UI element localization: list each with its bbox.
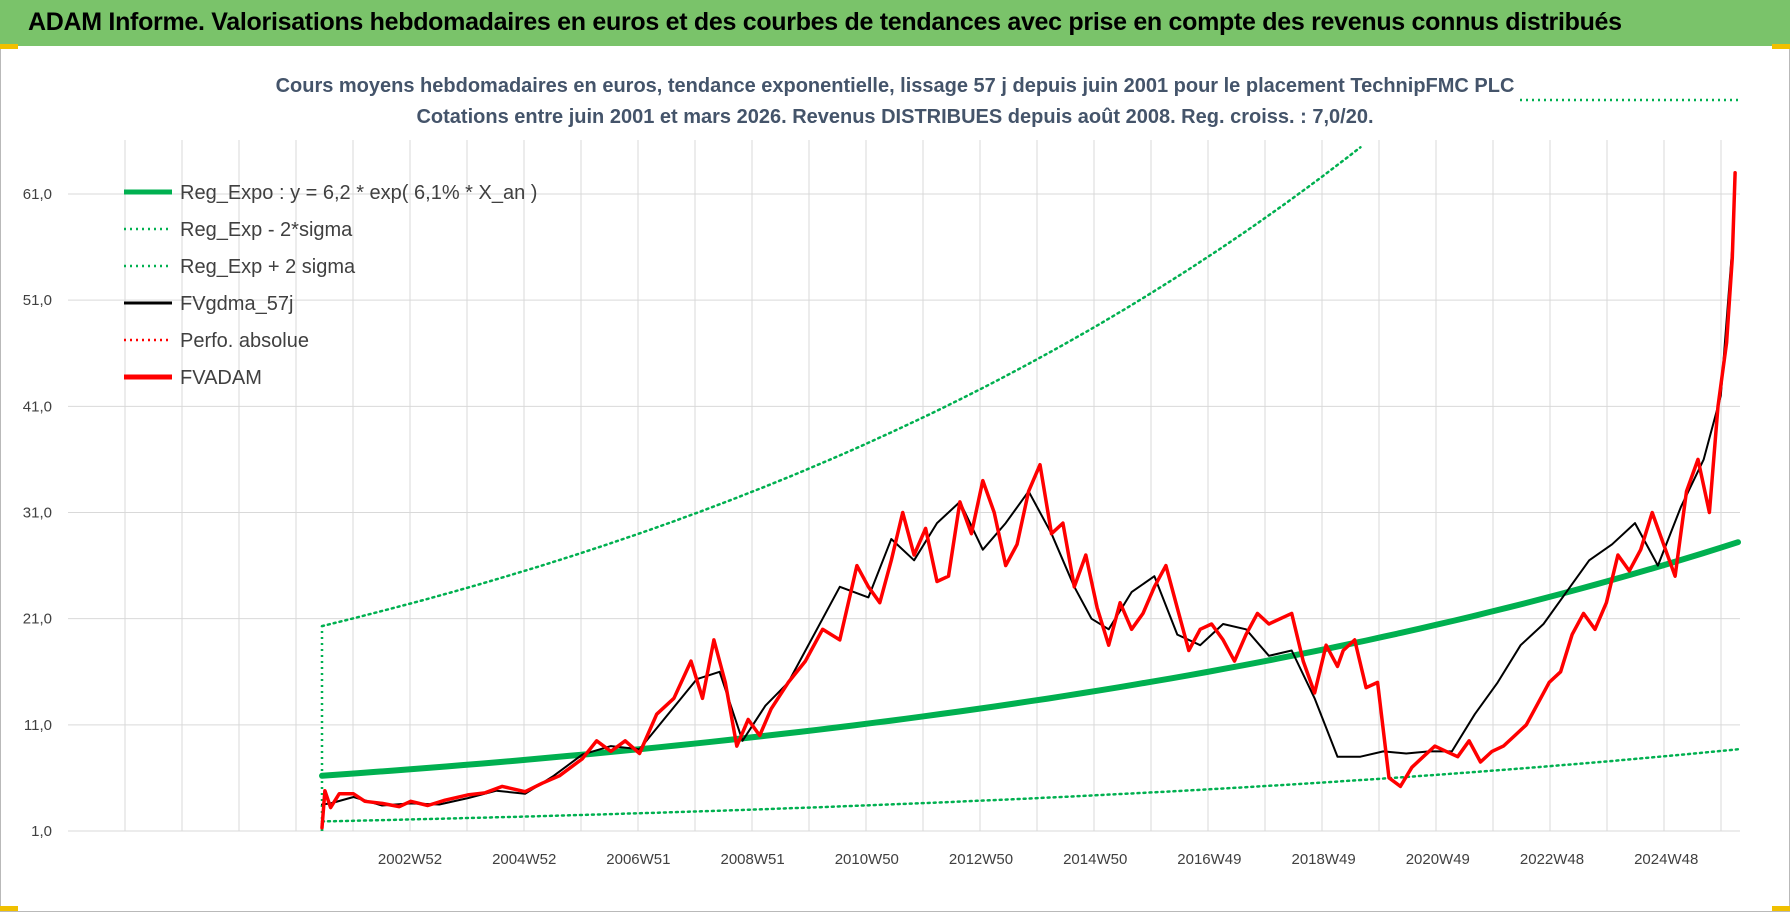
y-tick-label: 21,0 <box>23 611 52 628</box>
x-tick-label: 2012W50 <box>949 851 1013 868</box>
y-tick-label: 41,0 <box>23 398 52 415</box>
x-tick-label: 2008W51 <box>720 851 784 868</box>
report-title: ADAM Informe. Valorisations hebdomadaire… <box>28 8 1622 36</box>
corner-marker <box>1772 906 1790 911</box>
x-tick-label: 2004W52 <box>492 851 556 868</box>
chart-title: Cours moyens hebdomadaires en euros, ten… <box>275 75 1515 97</box>
legend-label: Perfo. absolue <box>180 330 309 352</box>
series-line-2 <box>320 146 1362 628</box>
legend-label: Reg_Expo : y = 6,2 * exp( 6,1% * X_an ) <box>180 182 537 204</box>
x-tick-label: 2018W49 <box>1291 851 1355 868</box>
y-tick-label: 1,0 <box>31 823 52 840</box>
legend-label: Reg_Exp - 2*sigma <box>180 219 353 241</box>
corner-marker <box>0 906 18 911</box>
x-tick-label: 2016W49 <box>1177 851 1241 868</box>
x-tick-label: 2010W50 <box>835 851 899 868</box>
y-tick-label: 61,0 <box>23 186 52 203</box>
report-banner: ADAM Informe. Valorisations hebdomadaire… <box>0 0 1790 46</box>
legend-label: Reg_Exp + 2 sigma <box>180 256 356 278</box>
legend-label: FVgdma_57j <box>180 293 293 315</box>
corner-marker <box>0 44 18 49</box>
y-tick-label: 11,0 <box>24 717 52 734</box>
corner-marker <box>1772 44 1790 49</box>
y-tick-label: 51,0 <box>23 292 52 309</box>
x-tick-label: 2020W49 <box>1406 851 1470 868</box>
y-tick-label: 31,0 <box>23 505 52 522</box>
x-tick-label: 2022W48 <box>1520 851 1584 868</box>
series-line-5 <box>320 171 1737 830</box>
x-tick-label: 2024W48 <box>1634 851 1698 868</box>
series-line-0 <box>319 539 1741 779</box>
x-tick-label: 2006W51 <box>606 851 670 868</box>
x-tick-label: 2014W50 <box>1063 851 1127 868</box>
series-line-1 <box>320 748 1740 823</box>
legend-label: FVADAM <box>180 367 262 389</box>
series-line-3 <box>321 246 1734 807</box>
chart-subtitle: Cotations entre juin 2001 et mars 2026. … <box>416 106 1374 128</box>
x-tick-label: 2002W52 <box>378 851 442 868</box>
